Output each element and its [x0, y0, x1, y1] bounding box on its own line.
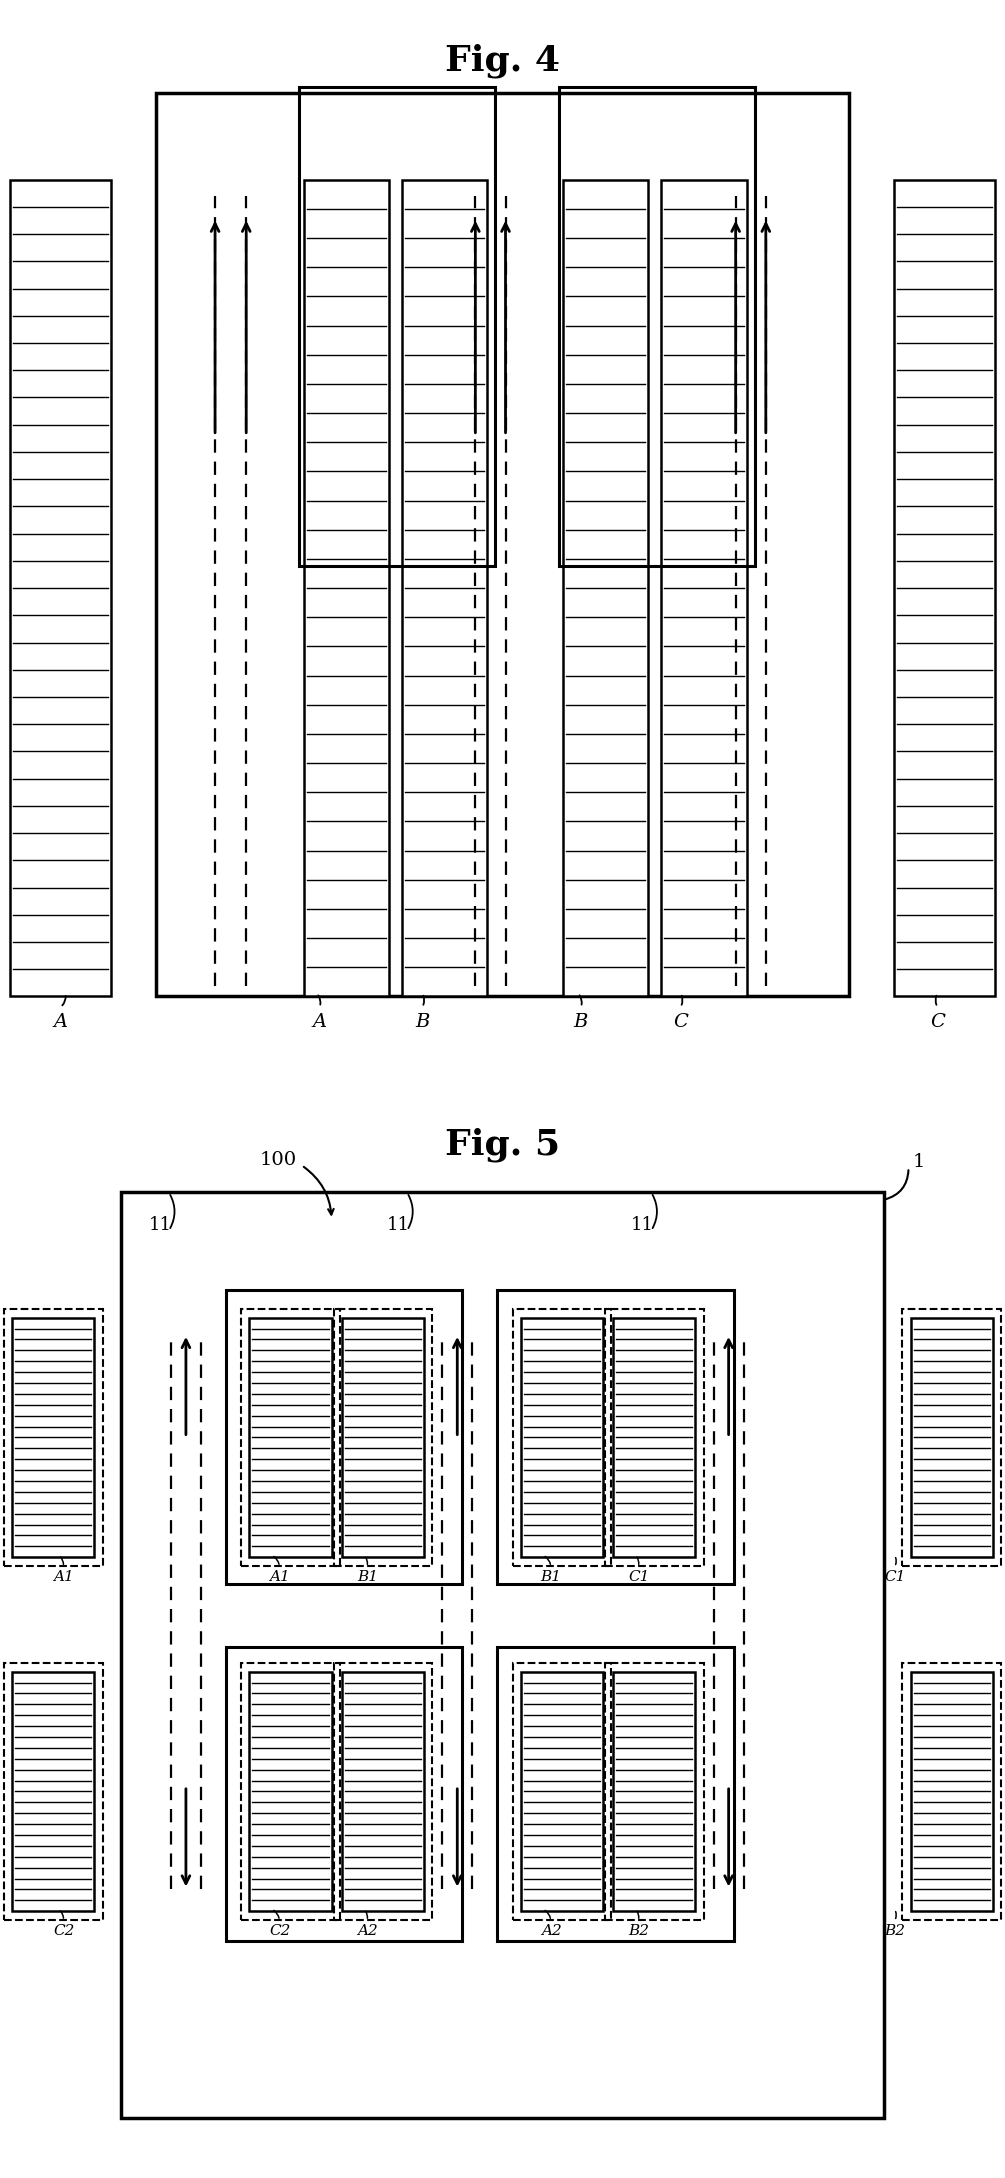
Text: C: C [931, 1013, 945, 1030]
Bar [613, 1673, 695, 1912]
Bar [513, 1664, 611, 1921]
Bar [605, 1309, 704, 1566]
Bar [497, 1289, 734, 1586]
Bar [342, 1318, 424, 1557]
Bar [894, 181, 995, 998]
Text: C1: C1 [628, 1570, 649, 1583]
Bar [299, 87, 495, 566]
Bar [121, 1194, 884, 2117]
Bar [911, 1673, 993, 1912]
Text: A2: A2 [541, 1925, 562, 1938]
Text: C: C [673, 1013, 687, 1030]
Bar [521, 1673, 603, 1912]
Bar [241, 1664, 340, 1921]
Text: 11: 11 [631, 1215, 654, 1235]
Bar [10, 181, 111, 998]
Bar [661, 181, 747, 998]
Bar [12, 1318, 94, 1557]
Bar [241, 1309, 340, 1566]
Bar [402, 181, 487, 998]
Text: A1: A1 [269, 1570, 290, 1583]
Bar [497, 1647, 734, 1941]
Bar [249, 1318, 332, 1557]
Text: A1: A1 [53, 1570, 74, 1583]
Text: A: A [53, 1013, 67, 1030]
Bar [4, 1309, 103, 1566]
Bar [605, 1664, 704, 1921]
Bar [563, 181, 648, 998]
Bar [521, 1318, 603, 1557]
Text: 100: 100 [259, 1150, 296, 1170]
Text: B: B [574, 1013, 588, 1030]
Text: B2: B2 [884, 1925, 906, 1938]
Bar [226, 1289, 462, 1586]
Text: C1: C1 [884, 1570, 906, 1583]
Bar [12, 1673, 94, 1912]
Bar [559, 87, 755, 566]
Bar [911, 1318, 993, 1557]
Text: B: B [415, 1013, 429, 1030]
Bar [902, 1309, 1001, 1566]
Bar [334, 1664, 432, 1921]
Text: C2: C2 [269, 1925, 290, 1938]
Bar [156, 91, 849, 998]
Text: A2: A2 [357, 1925, 378, 1938]
Text: Fig. 4: Fig. 4 [445, 44, 560, 78]
Bar [304, 181, 389, 998]
Bar [226, 1647, 462, 1941]
Text: 11: 11 [387, 1215, 410, 1235]
Bar [4, 1664, 103, 1921]
Text: A: A [313, 1013, 327, 1030]
Bar [513, 1309, 611, 1566]
Text: 11: 11 [149, 1215, 172, 1235]
Bar [334, 1309, 432, 1566]
Text: 1: 1 [913, 1152, 925, 1172]
Bar [902, 1664, 1001, 1921]
Text: B1: B1 [541, 1570, 562, 1583]
Bar [613, 1318, 695, 1557]
Text: C2: C2 [53, 1925, 74, 1938]
Text: Fig. 5: Fig. 5 [445, 1128, 560, 1161]
Text: B1: B1 [357, 1570, 378, 1583]
Text: B2: B2 [628, 1925, 649, 1938]
Bar [342, 1673, 424, 1912]
Bar [249, 1673, 332, 1912]
